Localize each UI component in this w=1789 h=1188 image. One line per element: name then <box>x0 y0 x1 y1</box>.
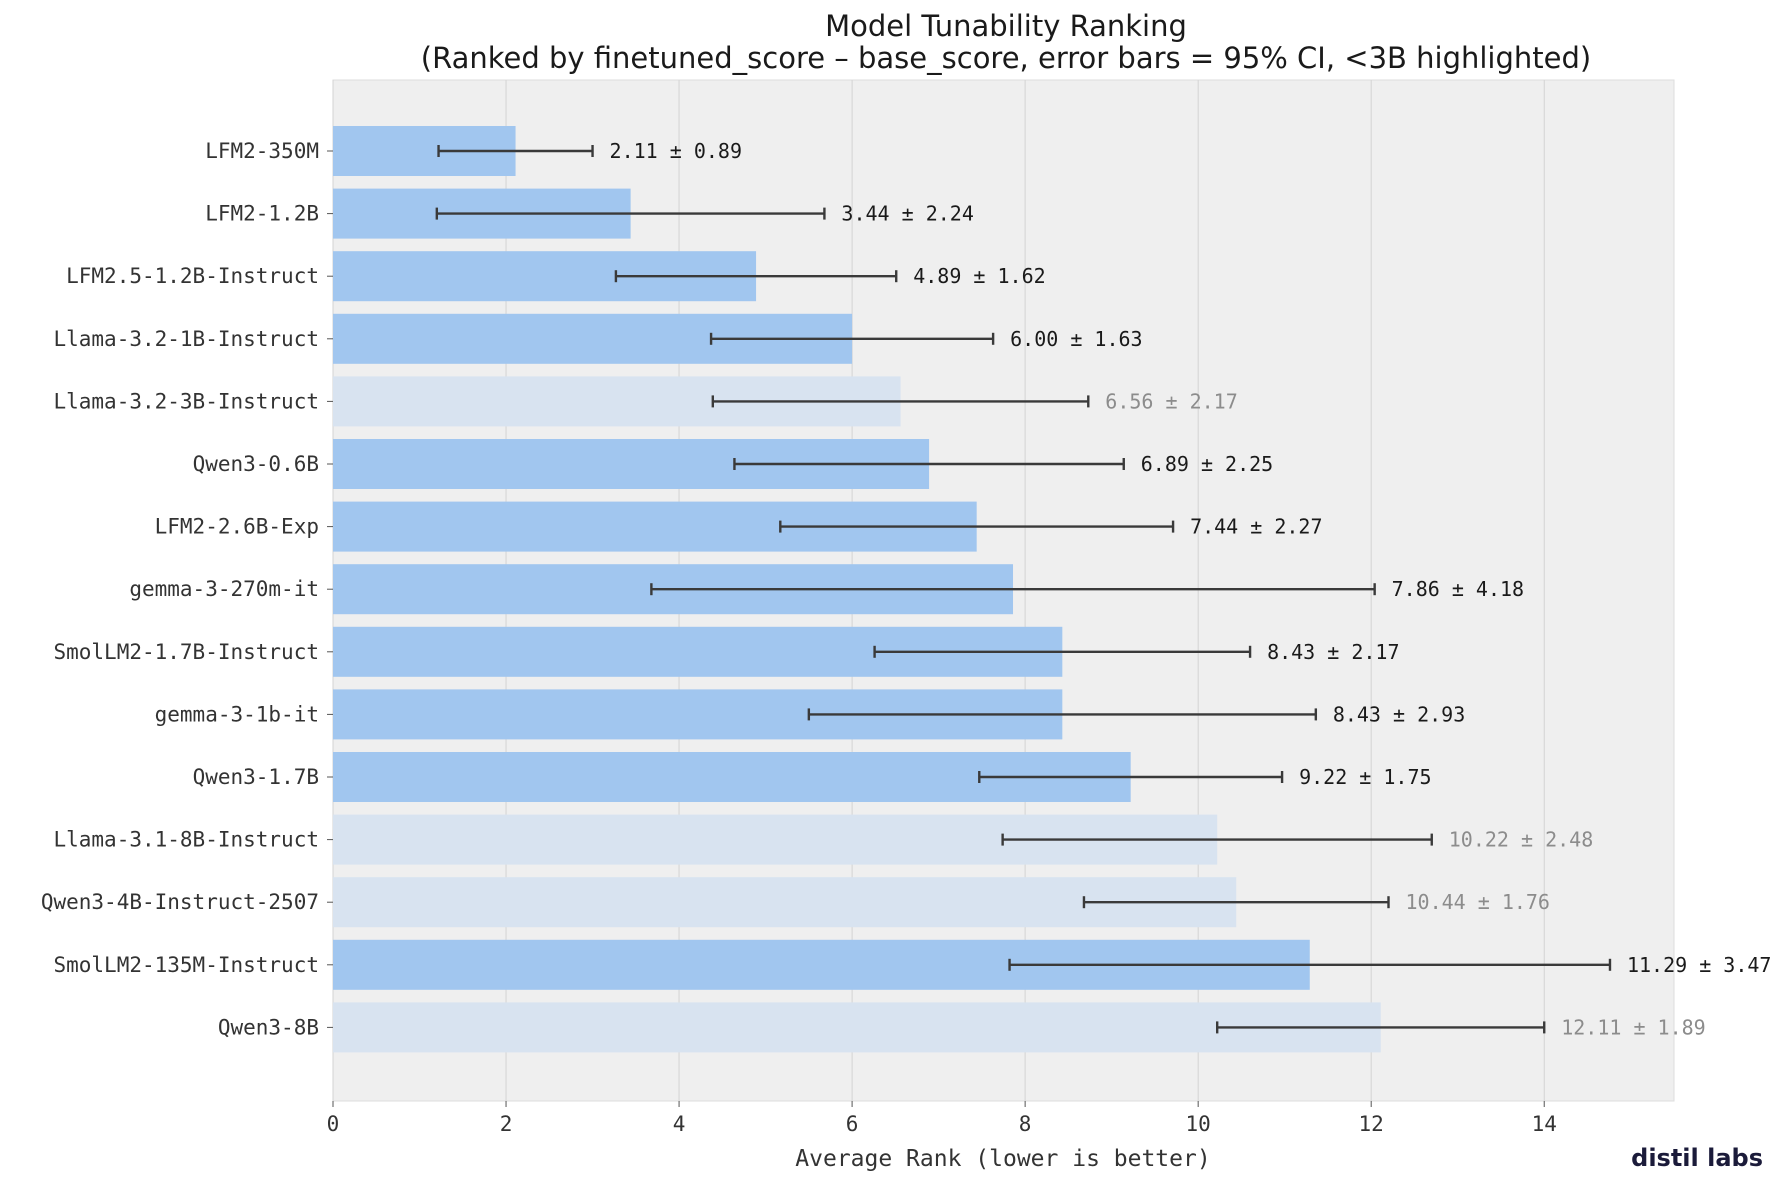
y-tick-label: Qwen3-0.6B <box>193 452 319 476</box>
data-label: 8.43 ± 2.93 <box>1333 702 1465 726</box>
x-tick-label: 4 <box>673 1112 686 1136</box>
data-label: 2.11 ± 0.89 <box>610 139 742 163</box>
data-label: 12.11 ± 1.89 <box>1561 1015 1706 1039</box>
x-tick-label: 0 <box>327 1112 340 1136</box>
data-label: 4.89 ± 1.62 <box>913 264 1045 288</box>
y-tick-label: LFM2-2.6B-Exp <box>155 515 319 539</box>
data-label: 11.29 ± 3.47 <box>1627 953 1772 977</box>
data-label: 10.44 ± 1.76 <box>1405 890 1550 914</box>
data-label: 3.44 ± 2.24 <box>841 202 973 226</box>
x-axis-ticks: 0 2 4 6 8 10 12 14 <box>327 1101 1557 1136</box>
data-label: 6.00 ± 1.63 <box>1010 327 1142 351</box>
x-tick-label: 2 <box>500 1112 513 1136</box>
y-tick-label: Qwen3-4B-Instruct-2507 <box>41 890 319 914</box>
error-bars <box>435 145 1612 1034</box>
y-axis-ticks: LFM2-350M LFM2-1.2B LFM2.5-1.2B-Instruct Ll… <box>41 139 333 1039</box>
y-tick-label: Qwen3-8B <box>218 1015 319 1039</box>
y-tick-label: LFM2.5-1.2B-Instruct <box>66 264 319 288</box>
brand-logo: distil labs <box>1631 1144 1763 1172</box>
grid-lines <box>332 80 1545 1101</box>
data-label: 6.89 ± 2.25 <box>1141 452 1273 476</box>
data-label: 8.43 ± 2.17 <box>1267 640 1399 664</box>
bar <box>333 1002 1381 1053</box>
data-label: 9.22 ± 1.75 <box>1299 765 1431 789</box>
y-tick-label: Qwen3-1.7B <box>193 765 319 789</box>
data-label: 7.44 ± 2.27 <box>1190 515 1322 539</box>
data-label: 7.86 ± 4.18 <box>1392 577 1524 601</box>
y-tick-label: gemma-3-270m-it <box>129 577 319 601</box>
x-tick-label: 12 <box>1359 1112 1384 1136</box>
data-labels: 2.11 ± 0.89 3.44 ± 2.24 4.89 ± 1.62 6.00 ± … <box>610 139 1772 1039</box>
x-tick-label: 6 <box>846 1112 859 1136</box>
y-tick-label: Llama-3.2-1B-Instruct <box>53 327 319 351</box>
y-tick-label: SmolLM2-1.7B-Instruct <box>53 640 319 664</box>
y-tick-label: LFM2-1.2B <box>205 202 319 226</box>
y-tick-label: LFM2-350M <box>205 139 319 163</box>
y-tick-label: SmolLM2-135M-Instruct <box>53 953 319 977</box>
chart-subtitle: (Ranked by finetuned_score – base_score,… <box>421 41 1591 75</box>
y-tick-label: Llama-3.2-3B-Instruct <box>53 389 319 413</box>
x-tick-label: 14 <box>1532 1112 1557 1136</box>
y-tick-label: Llama-3.1-8B-Instruct <box>53 828 319 852</box>
data-label: 6.56 ± 2.17 <box>1105 389 1237 413</box>
y-tick-label: gemma-3-1b-it <box>155 702 319 726</box>
data-label: 10.22 ± 2.48 <box>1449 828 1594 852</box>
chart-title: Model Tunability Ranking <box>825 9 1187 43</box>
x-axis-label: Average Rank (lower is better) <box>795 1146 1210 1172</box>
x-tick-label: 8 <box>1019 1112 1032 1136</box>
x-tick-label: 10 <box>1186 1112 1211 1136</box>
